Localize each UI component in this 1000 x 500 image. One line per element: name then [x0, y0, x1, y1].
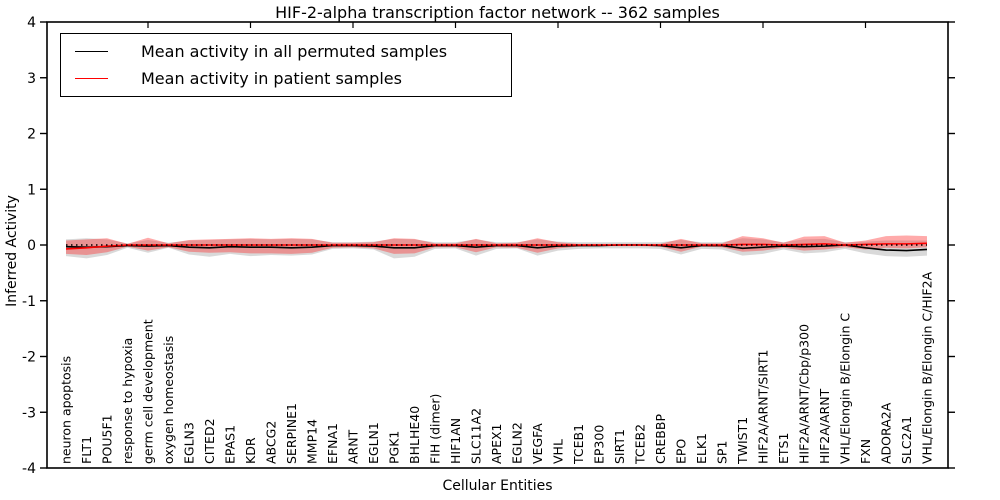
x-category-label: HIF2A/ARNT/Cbp/p300 — [797, 324, 812, 464]
x-category-label: EP300 — [592, 425, 607, 464]
y-tick-label: -1 — [22, 294, 36, 310]
x-category-label: SERPINE1 — [284, 403, 299, 464]
x-category-label: VHL/Elongin B/Elongin C — [838, 313, 853, 464]
x-category-label: HIF2A/ARNT — [817, 388, 832, 464]
x-category-label: TWIST1 — [735, 417, 750, 465]
y-tick-label: 4 — [27, 15, 36, 31]
x-category-label: ELK1 — [694, 433, 709, 464]
x-category-label: ARNT — [346, 429, 361, 464]
x-category-label: EPAS1 — [223, 425, 238, 464]
x-axis-label: Cellular Entities — [442, 478, 553, 494]
x-category-label: EGLN2 — [510, 422, 525, 464]
x-category-label: EFNA1 — [325, 423, 340, 464]
x-category-label: HIF2A/ARNT/SIRT1 — [756, 350, 771, 464]
x-category-label: CREBBP — [653, 414, 668, 464]
x-category-label: SLC11A2 — [469, 408, 484, 464]
y-tick-label: 1 — [27, 182, 36, 198]
x-category-label: VEGFA — [530, 423, 545, 464]
x-category-label: TCEB2 — [633, 424, 648, 465]
x-category-label: ETS1 — [776, 433, 791, 464]
x-category-label: germ cell development — [141, 319, 156, 464]
x-category-label: VHL — [551, 439, 566, 464]
y-tick-label: 3 — [27, 71, 36, 87]
x-category-label: SIRT1 — [612, 429, 627, 464]
y-tick-label: 0 — [27, 238, 36, 254]
x-category-label: neuron apoptosis — [59, 356, 74, 464]
x-category-label: MMP14 — [305, 419, 320, 464]
x-category-label: TCEB1 — [571, 424, 586, 465]
x-category-label: PGK1 — [387, 431, 402, 464]
x-category-label: FLT1 — [79, 436, 94, 464]
x-category-label: APEX1 — [489, 423, 504, 464]
x-category-label: SLC2A1 — [899, 416, 914, 464]
y-tick-label: -4 — [22, 461, 36, 477]
x-category-label: ADORA2A — [879, 402, 894, 464]
legend-item-permuted: Mean activity in all permuted samples — [61, 42, 511, 61]
x-category-label: response to hypoxia — [120, 338, 135, 464]
x-category-label: EPO — [674, 439, 689, 464]
x-category-label: oxygen homeostasis — [161, 336, 176, 464]
y-tick-label: -3 — [22, 405, 36, 421]
x-category-label: POU5F1 — [100, 414, 115, 464]
permuted-line-swatch — [75, 51, 108, 52]
x-category-label: ABCG2 — [264, 421, 279, 464]
permuted-std-band — [66, 238, 927, 259]
x-category-label: FXN — [858, 439, 873, 464]
x-category-label: EGLN1 — [366, 422, 381, 464]
x-category-label: BHLHE40 — [407, 406, 422, 464]
legend-item-label: Mean activity in all permuted samples — [141, 42, 448, 61]
legend: Mean activity in all permuted samples Me… — [60, 33, 512, 97]
x-category-label: FIH (dimer) — [428, 394, 443, 464]
legend-item-patient: Mean activity in patient samples — [61, 69, 511, 88]
legend-item-label: Mean activity in patient samples — [141, 69, 402, 88]
y-tick-label: 2 — [27, 127, 36, 143]
x-category-label: KDR — [243, 437, 258, 464]
x-category-label: SP1 — [715, 441, 730, 464]
y-tick-label: -2 — [22, 350, 36, 366]
x-category-label: VHL/Elongin B/Elongin C/HIF2A — [920, 271, 935, 464]
patient-line-swatch — [75, 78, 108, 79]
x-category-label: CITED2 — [202, 418, 217, 464]
x-category-label: HIF1AN — [448, 418, 463, 464]
x-category-label: EGLN3 — [182, 422, 197, 464]
chart-title: HIF-2-alpha transcription factor network… — [275, 3, 720, 22]
